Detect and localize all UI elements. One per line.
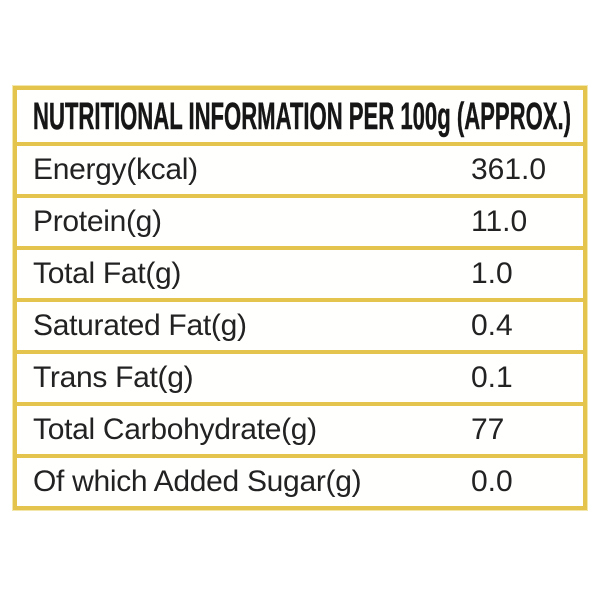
nutrient-value: 77 — [471, 413, 505, 446]
nutrient-label: Of which Added Sugar(g) — [33, 465, 362, 498]
table-row: Saturated Fat(g) 0.4 — [17, 298, 583, 350]
table-row: Of which Added Sugar(g) 0.0 — [17, 454, 583, 506]
table-row: Trans Fat(g) 0.1 — [17, 350, 583, 402]
table-header-row: NUTRITIONAL INFORMATION PER 100g (APPROX… — [17, 90, 583, 142]
nutrition-facts-table: NUTRITIONAL INFORMATION PER 100g (APPROX… — [13, 86, 587, 510]
nutrient-value: 0.0 — [471, 465, 513, 498]
nutrient-label: Trans Fat(g) — [33, 361, 194, 394]
table-row: Protein(g) 11.0 — [17, 194, 583, 246]
nutrient-label: Total Fat(g) — [33, 257, 182, 290]
nutrient-value: 0.1 — [471, 361, 513, 394]
nutrient-value: 1.0 — [471, 257, 513, 290]
nutrient-label: Saturated Fat(g) — [33, 309, 247, 342]
nutrient-value: 11.0 — [471, 205, 528, 238]
nutrient-value: 0.4 — [471, 309, 513, 342]
nutrient-label: Protein(g) — [33, 205, 162, 238]
nutrient-value: 361.0 — [471, 153, 547, 186]
table-row: Total Carbohydrate(g) 77 — [17, 402, 583, 454]
nutrient-label: Energy(kcal) — [33, 153, 198, 186]
table-row: Total Fat(g) 1.0 — [17, 246, 583, 298]
table-row: Energy(kcal) 361.0 — [17, 142, 583, 194]
table-header-title: NUTRITIONAL INFORMATION PER 100g (APPROX… — [33, 96, 571, 138]
nutrient-label: Total Carbohydrate(g) — [33, 413, 317, 446]
